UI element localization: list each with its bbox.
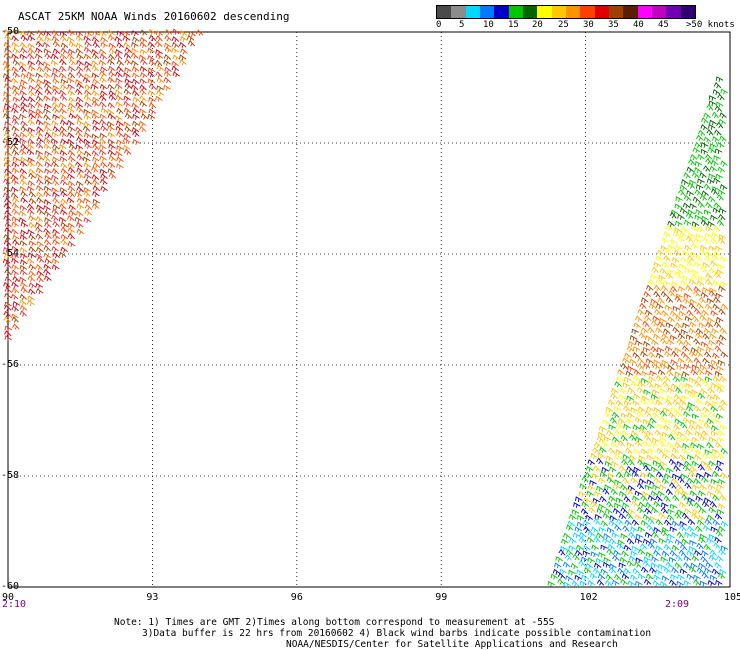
legend-label: 45 [658, 20, 669, 30]
latitude-tick: -56 [1, 359, 20, 370]
legend-swatch [666, 6, 681, 18]
legend-swatch [479, 6, 495, 18]
legend-label: 35 [608, 20, 619, 30]
legend-label: 5 [459, 20, 465, 30]
legend-label: 40 [633, 20, 644, 30]
latitude-tick: -60 [1, 581, 20, 592]
legend-swatch [522, 6, 538, 18]
latitude-tick: -52 [1, 137, 20, 148]
latitude-tick: -54 [1, 248, 20, 259]
note-line-1: Note: 1) Times are GMT 2)Times along bot… [114, 617, 555, 628]
latitude-tick: -58 [1, 470, 20, 481]
legend-swatch [580, 6, 595, 18]
longitude-tick: 93 [146, 592, 159, 603]
time-label-left: 2:10 [2, 599, 27, 610]
legend-swatch [451, 6, 466, 18]
graticule [8, 32, 730, 587]
note-line-2: 3)Data buffer is 22 hrs from 20160602 4)… [142, 628, 652, 639]
latitude-tick: -50 [1, 26, 20, 37]
legend-swatch [637, 6, 652, 18]
legend-label: 30 [583, 20, 594, 30]
legend-swatch [594, 6, 609, 18]
legend-label: 10 [483, 20, 494, 30]
map-title: ASCAT 25KM NOAA Winds 20160602 descendin… [18, 10, 290, 23]
wind-swath-east [547, 76, 729, 588]
longitude-tick: 102 [579, 592, 598, 603]
legend-swatch [537, 6, 552, 18]
legend-swatch [680, 6, 695, 18]
wind-swath-west [2, 28, 204, 342]
legend-swatch [437, 6, 452, 18]
legend-color-bar [436, 5, 696, 19]
legend-swatch [565, 6, 581, 18]
legend-label: 20 [532, 20, 543, 30]
legend-label: >50 knots [686, 20, 735, 30]
legend-label: 15 [508, 20, 519, 30]
legend-swatch [508, 6, 523, 18]
wind-speed-legend: 0 5 10 15 20 25 30 35 40 45 >50 knots [436, 5, 740, 31]
legend-swatch [651, 6, 667, 18]
notes: Note: 1) Times are GMT 2)Times along bot… [114, 617, 651, 650]
legend-swatch [551, 6, 566, 18]
legend-swatch [623, 6, 638, 18]
longitude-tick: 90 [2, 592, 15, 603]
longitude-tick: 99 [435, 592, 448, 603]
longitude-tick: 96 [290, 592, 303, 603]
legend-swatch [494, 6, 509, 18]
legend-swatch [465, 6, 480, 18]
legend-swatch [608, 6, 624, 18]
legend-label: 0 [436, 20, 442, 30]
map-frame [7, 31, 731, 588]
time-label-right: 2:09 [665, 599, 690, 610]
longitude-tick: 105 [724, 592, 740, 603]
legend-label: 25 [558, 20, 569, 30]
legend-labels: 0 5 10 15 20 25 30 35 40 45 >50 knots [436, 19, 740, 31]
note-line-3: NOAA/NESDIS/Center for Satellite Applica… [286, 639, 618, 650]
